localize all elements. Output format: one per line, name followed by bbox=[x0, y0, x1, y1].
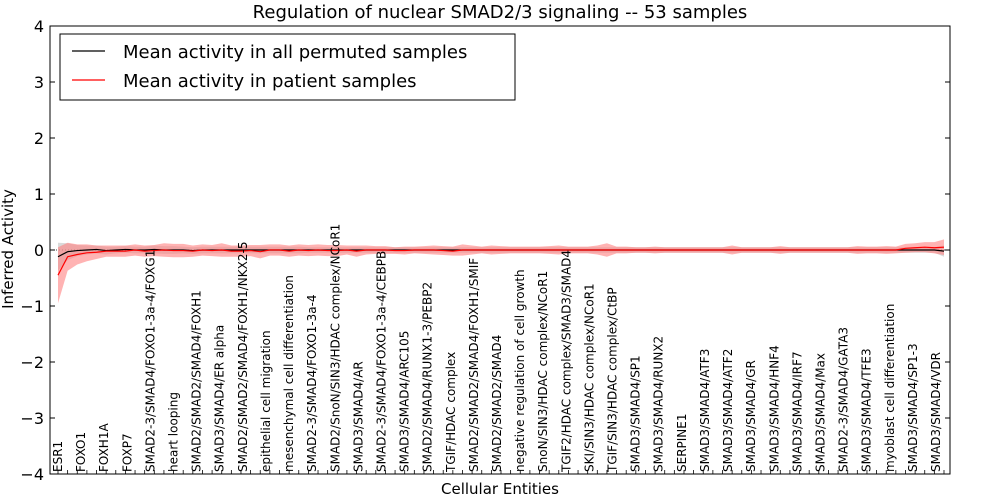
y-tick-label: 4 bbox=[34, 17, 44, 36]
x-tick-label: SMAD2/SMAD2/SMAD4/FOXH1/SMIF bbox=[467, 258, 481, 472]
x-tick-label: TGIF2/HDAC complex/SMAD3/SMAD4 bbox=[559, 250, 573, 473]
x-tick-label: FOXH1A bbox=[97, 423, 111, 472]
x-tick-label: SMAD3/SMAD4/VDR bbox=[929, 352, 943, 472]
legend: Mean activity in all permuted samples Me… bbox=[59, 33, 516, 101]
x-tick-label: SMAD3/SMAD4/GR bbox=[744, 360, 758, 472]
y-axis-label: Inferred Activity bbox=[0, 189, 17, 309]
x-tick-label: SnoN/SIN3/HDAC complex/NCoR1 bbox=[536, 271, 550, 472]
x-tick-label: SMAD3/SMAD4/ATF3 bbox=[698, 349, 712, 472]
x-tick-label: heart looping bbox=[167, 392, 181, 472]
x-tick-label: mesenchymal cell differentiation bbox=[282, 275, 296, 472]
series-band-1 bbox=[58, 239, 944, 304]
x-tick-label: SMAD3/SMAD4/SP1 bbox=[629, 355, 643, 472]
x-tick-label: TGIF/SIN3/HDAC complex/CtBP bbox=[606, 287, 620, 473]
x-tick-label: FOXP7 bbox=[120, 433, 134, 472]
x-tick-label: SMAD2-3/SMAD4/FOXO1-3a-4 bbox=[305, 294, 319, 472]
plot-area: −4 −3 −2 −1 0 1 2 3 4 ESR1 FOXO1 FOXH1A FOXP7 SMAD2-3… bbox=[20, 17, 950, 484]
x-tick-label: SMAD3/SMAD4/Max bbox=[814, 353, 828, 472]
axes-frame bbox=[49, 25, 951, 475]
legend-label-patient: Mean activity in patient samples bbox=[123, 71, 417, 92]
x-tick-label: SMAD3/SMAD4/SP1-3 bbox=[906, 343, 920, 472]
x-tick-label: SMAD3/SMAD4/ER alpha bbox=[213, 325, 227, 472]
x-tick-label: SMAD3/SMAD4/TFE3 bbox=[860, 348, 874, 472]
x-tick-label: SMAD3/SMAD4/HNF4 bbox=[767, 345, 781, 472]
legend-label-permuted: Mean activity in all permuted samples bbox=[123, 42, 467, 63]
y-tick-label: 3 bbox=[34, 73, 44, 92]
x-tick-label: myoblast cell differentiation bbox=[883, 304, 897, 472]
x-tick-label: SMAD2/SMAD2/SMAD4/FOXH1/NKX2-5 bbox=[236, 242, 250, 472]
x-tick-label: SMAD2-3/SMAD4/FOXO1-3a-4/CEBPB bbox=[375, 251, 389, 472]
x-tick-label: ESR1 bbox=[51, 441, 65, 472]
y-tick-label: 1 bbox=[34, 185, 44, 204]
y-tick-label: 0 bbox=[34, 241, 44, 260]
x-tick-label: SMAD2/SMAD4/RUNX1-3/PEBP2 bbox=[421, 282, 435, 472]
x-tick-label: SMAD3/SMAD4/ATF2 bbox=[721, 349, 735, 472]
y-tick-label: −3 bbox=[20, 409, 44, 428]
x-tick-label: SMAD3/SMAD4/AR bbox=[351, 361, 365, 472]
x-tick-label: SMAD2-3/SMAD4/GATA3 bbox=[837, 327, 851, 472]
chart-title: Regulation of nuclear SMAD2/3 signaling … bbox=[253, 2, 748, 23]
x-axis-label: Cellular Entities bbox=[441, 480, 559, 498]
y-tick-label: 2 bbox=[34, 129, 44, 148]
x-tick-label: SMAD2-3/SMAD4/FOXO1-3a-4/FOXG1 bbox=[143, 250, 157, 472]
series-line-1 bbox=[57, 246, 945, 276]
x-tick-label: TGIF/HDAC complex bbox=[444, 352, 458, 473]
x-tick-label: negative regulation of cell growth bbox=[513, 269, 527, 472]
legend-box bbox=[59, 33, 516, 101]
y-tick-label: −1 bbox=[20, 297, 44, 316]
x-tick-label: SMAD2/SMAD2/SMAD4/FOXH1 bbox=[190, 290, 204, 472]
y-tick-label: −2 bbox=[20, 353, 44, 372]
x-tick-label: SMAD3/SMAD4/RUNX2 bbox=[652, 336, 666, 472]
x-tick-label: SMAD2/SMAD2/SMAD4 bbox=[490, 335, 504, 472]
x-tick-label: SERPINE1 bbox=[675, 413, 689, 472]
x-tick-label: SMAD2/SnoN/SIN3/HDAC complex/NCoR1 bbox=[328, 224, 342, 472]
y-tick-label: −4 bbox=[20, 465, 44, 484]
x-tick-label: SKI/SIN3/HDAC complex/NCoR1 bbox=[582, 283, 596, 472]
x-tick-label: FOXO1 bbox=[74, 432, 88, 472]
x-tick-label: SMAD3/SMAD4/IRF7 bbox=[790, 351, 804, 472]
x-tick-label: epithelial cell migration bbox=[259, 330, 273, 472]
x-tick-label: SMAD3/SMAD4/ARC105 bbox=[398, 331, 412, 472]
